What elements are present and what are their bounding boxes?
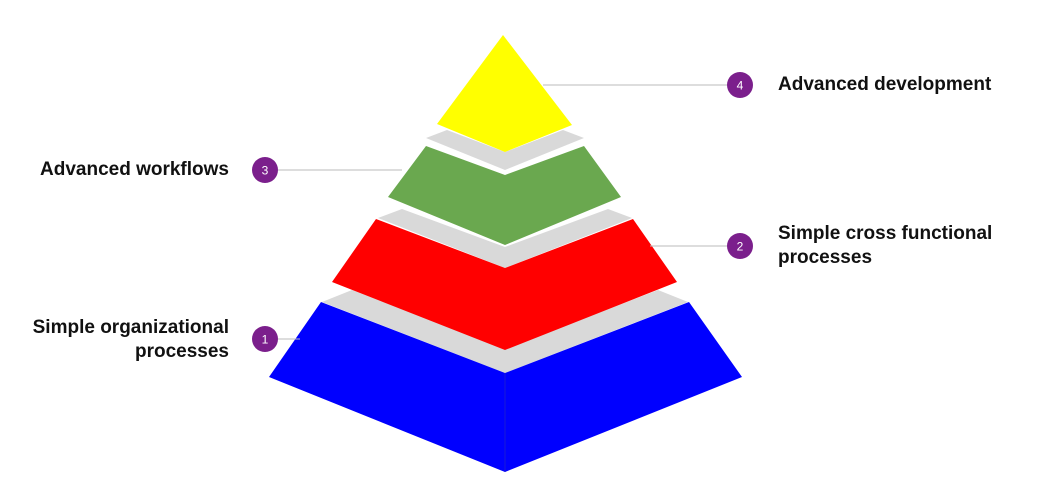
svg-text:3: 3 [262, 164, 269, 178]
level-4-label-line1: Advanced development [778, 74, 992, 95]
pyramid-level-3 [388, 146, 621, 245]
gap-band-3 [426, 130, 584, 170]
level-2-label-line1: Simple cross functional [778, 223, 993, 244]
level-1-badge: 1 [252, 326, 278, 352]
level-4-label: Advanced development [778, 73, 991, 97]
level-1-label-line1: Simple organizational [32, 317, 229, 338]
svg-text:2: 2 [737, 240, 744, 254]
level-2-badge: 2 [727, 233, 753, 259]
level-2-label-line2: processes [778, 247, 873, 268]
level-2-label: Simple cross functional processes [778, 222, 992, 270]
level-3-badge: 3 [252, 157, 278, 183]
level-4-badge: 4 [727, 72, 753, 98]
pyramid-level-2 [332, 219, 677, 350]
gap-band-2 [378, 209, 632, 268]
gap-band-1 [322, 290, 688, 373]
level-3-label-line1: Advanced workflows [40, 159, 229, 180]
svg-text:1: 1 [262, 333, 269, 347]
level-3-label: Advanced workflows [40, 158, 229, 182]
level-1-label-line2: processes [134, 341, 229, 362]
svg-text:4: 4 [737, 79, 744, 93]
level-1-label: Simple organizational processes [33, 316, 229, 364]
pyramid-level-4 [437, 35, 572, 152]
